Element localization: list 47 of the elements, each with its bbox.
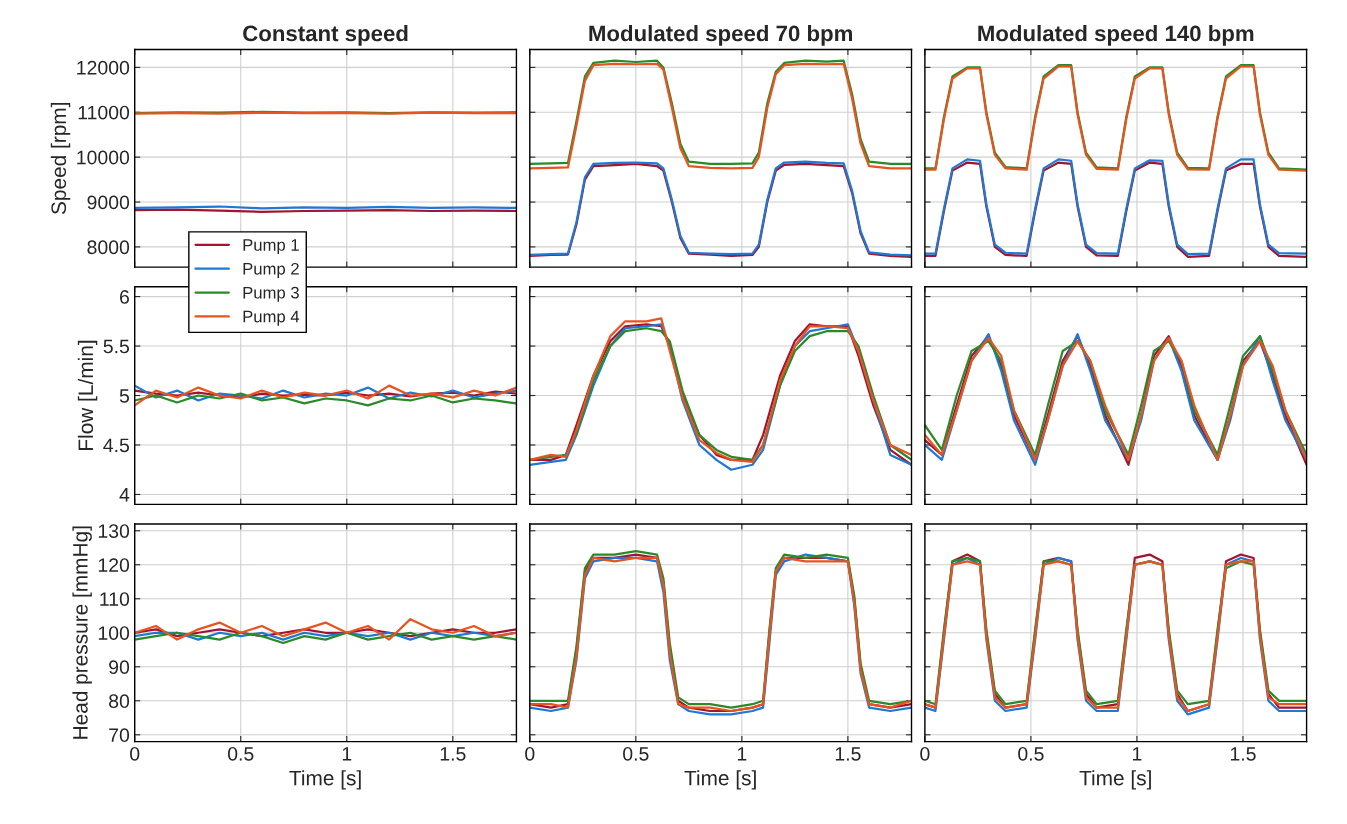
legend-label: Pump 3 (243, 286, 299, 302)
y-tick-label: 90 (109, 660, 130, 675)
y-tick-label: 6 (120, 290, 129, 304)
chart-title: Modulated speed 140 bpm (978, 25, 1254, 46)
x-tick-label: 0.5 (227, 746, 254, 761)
y-tick-label: 100 (98, 626, 130, 641)
y-axis-title: Speed [rpm] (50, 103, 71, 215)
y-tick-label: 110 (100, 592, 130, 606)
x-axis-title: Time [s] (1079, 770, 1151, 790)
line-series (134, 631, 517, 645)
line-series (134, 618, 517, 641)
x-tick-label: 1 (342, 747, 352, 761)
x-tick-label: 0.5 (623, 746, 649, 761)
x-tick-label: 1 (1133, 747, 1142, 761)
y-tick-label: 10000 (77, 150, 130, 165)
y-tick-label: 4.5 (103, 438, 130, 453)
y-axis-title: Flow [L/min] (77, 340, 98, 450)
legend-label: Pump 4 (243, 310, 300, 326)
y-tick-label: 12000 (77, 60, 130, 75)
y-tick-label: 9000 (87, 195, 130, 210)
y-tick-label: 5 (119, 389, 130, 403)
x-tick-label: 1.5 (440, 747, 466, 761)
x-tick-label: 0 (130, 746, 140, 761)
x-tick-label: 0 (525, 746, 535, 761)
y-axis-title: Head pressure [mmHg] (72, 526, 92, 739)
x-axis-title: Time [s] (289, 770, 361, 790)
y-tick-label: 120 (98, 558, 130, 572)
legend-label: Pump 2 (243, 262, 299, 278)
line-series (134, 384, 517, 407)
x-tick-label: 1 (737, 747, 747, 761)
x-tick-label: 1.5 (1230, 747, 1256, 761)
x-axis-title: Time [s] (684, 770, 756, 790)
x-tick-label: 1.5 (835, 747, 861, 761)
y-tick-label: 80 (109, 694, 130, 709)
y-tick-label: 70 (109, 728, 130, 743)
y-tick-label: 8000 (87, 240, 130, 255)
x-tick-label: 0 (920, 746, 930, 761)
x-tick-label: 0.5 (1018, 746, 1044, 761)
y-tick-label: 5.5 (103, 339, 130, 354)
line-series (134, 384, 517, 402)
line-series (134, 392, 517, 407)
y-tick-label: 4 (119, 488, 130, 502)
y-tick-label: 130 (98, 524, 130, 538)
legend-label: Pump 1 (243, 239, 299, 255)
y-tick-label: 11000 (78, 105, 130, 120)
chart-title: Constant speed (243, 25, 408, 46)
chart-title: Modulated speed 70 bpm (589, 25, 853, 46)
